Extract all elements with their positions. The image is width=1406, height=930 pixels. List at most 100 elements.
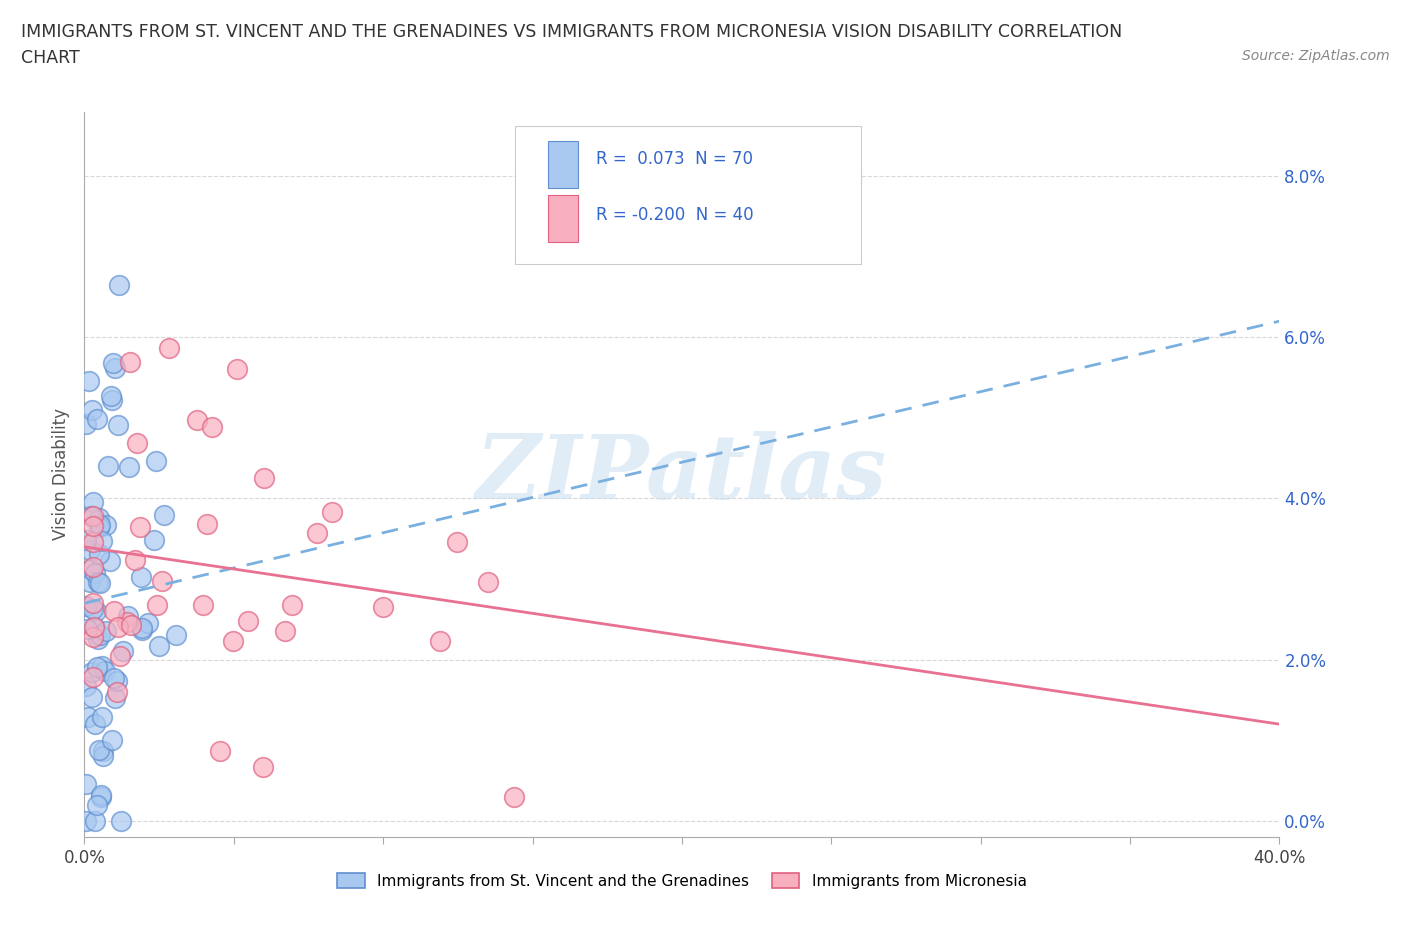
Point [195, 516, 218, 531]
Point [79, 562, 101, 577]
Point [108, 648, 131, 663]
Point [87, 632, 110, 647]
Point [75, 678, 97, 693]
FancyBboxPatch shape [515, 126, 862, 264]
Point [79, 574, 101, 589]
Point [103, 671, 125, 685]
Point [131, 620, 153, 635]
Point [91, 658, 114, 673]
Point [273, 623, 295, 638]
Point [253, 471, 276, 485]
Point [105, 673, 128, 688]
Point [145, 598, 167, 613]
Point [90, 787, 112, 802]
Point [503, 790, 526, 804]
Point [91, 710, 114, 724]
Text: Source: ZipAtlas.com: Source: ZipAtlas.com [1241, 49, 1389, 63]
Point [129, 520, 152, 535]
Point [93, 663, 115, 678]
Point [165, 628, 187, 643]
Point [82, 495, 104, 510]
Point [76, 710, 98, 724]
Point [91, 533, 114, 548]
Point [159, 340, 181, 355]
Point [238, 614, 260, 629]
Point [118, 459, 141, 474]
Point [191, 597, 214, 612]
Point [75, 814, 97, 829]
Point [115, 614, 138, 629]
Point [100, 392, 122, 407]
Point [148, 638, 170, 653]
Point [371, 600, 394, 615]
Point [152, 573, 174, 588]
Point [87, 743, 110, 758]
Point [80, 690, 103, 705]
Point [82, 595, 104, 610]
Point [82, 508, 104, 523]
Point [80, 665, 103, 680]
Point [77, 374, 100, 389]
Point [83, 565, 105, 580]
Point [82, 560, 104, 575]
Point [75, 532, 97, 547]
Point [477, 575, 499, 590]
Point [138, 616, 160, 631]
Point [105, 684, 128, 699]
Text: R = -0.200  N = 40: R = -0.200 N = 40 [596, 206, 754, 223]
Point [87, 511, 110, 525]
Point [120, 618, 142, 632]
Point [107, 619, 129, 634]
Point [84, 604, 107, 618]
Point [110, 814, 132, 829]
Point [101, 355, 124, 370]
Point [82, 670, 104, 684]
Point [82, 403, 104, 418]
Point [93, 749, 115, 764]
Point [446, 535, 468, 550]
Point [103, 604, 125, 618]
Point [222, 633, 245, 648]
Point [86, 575, 108, 590]
Point [82, 602, 104, 617]
Point [82, 630, 104, 644]
FancyBboxPatch shape [548, 195, 578, 242]
Text: IMMIGRANTS FROM ST. VINCENT AND THE GRENADINES VS IMMIGRANTS FROM MICRONESIA VIS: IMMIGRANTS FROM ST. VINCENT AND THE GREN… [21, 23, 1122, 41]
Point [75, 598, 97, 613]
Point [97, 458, 120, 473]
Legend: Immigrants from St. Vincent and the Grenadines, Immigrants from Micronesia: Immigrants from St. Vincent and the Gren… [332, 867, 1032, 895]
Point [86, 411, 108, 426]
Point [75, 777, 97, 792]
Point [429, 633, 451, 648]
Point [120, 354, 142, 369]
Point [321, 505, 343, 520]
Point [89, 628, 111, 643]
Point [75, 416, 97, 431]
Point [209, 744, 232, 759]
Point [98, 553, 121, 568]
Point [252, 760, 274, 775]
Point [124, 552, 146, 567]
Point [186, 413, 208, 428]
Point [112, 644, 135, 658]
Point [90, 789, 112, 804]
Point [91, 744, 114, 759]
Y-axis label: Vision Disability: Vision Disability [52, 408, 70, 540]
Point [153, 508, 176, 523]
Point [107, 418, 129, 432]
Point [129, 569, 152, 584]
Point [100, 388, 122, 403]
Point [86, 659, 108, 674]
Point [76, 621, 98, 636]
Point [104, 690, 127, 705]
Point [201, 419, 224, 434]
Point [89, 576, 111, 591]
Point [89, 520, 111, 535]
FancyBboxPatch shape [548, 140, 578, 188]
Text: CHART: CHART [21, 49, 80, 67]
Text: ZIPatlas: ZIPatlas [477, 431, 887, 518]
Point [82, 535, 104, 550]
Point [94, 624, 117, 639]
Point [84, 717, 107, 732]
Point [305, 525, 328, 540]
